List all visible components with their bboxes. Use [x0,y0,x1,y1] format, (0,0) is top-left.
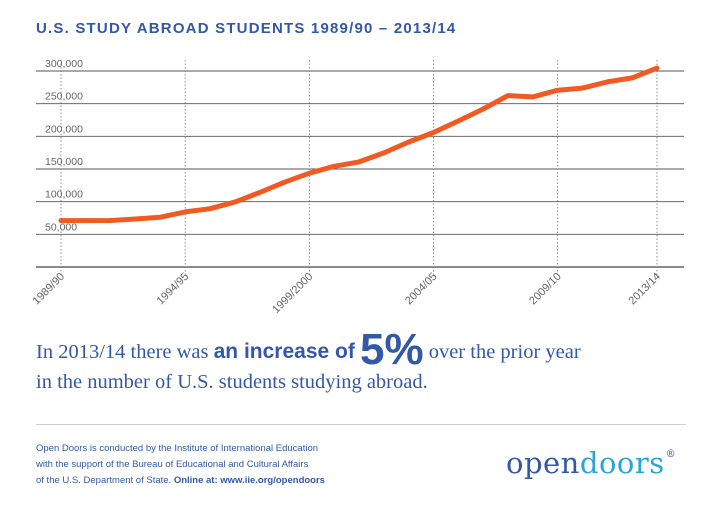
x-tick-label: 2009/10 [527,271,564,308]
y-tick-labels: 50,000 100,000 150,000 200,000 250,000 300,00… [45,58,83,233]
y-tick-label: 100,000 [45,189,83,201]
footer-line3: of the U.S. Department of State. [36,475,172,486]
y-tick-label: 150,000 [45,156,83,168]
grid-lines [36,70,684,268]
headline-percent: 5% [359,325,424,374]
headline: In 2013/14 there was an increase of 5% o… [36,328,696,397]
y-tick-label: 300,000 [45,58,83,70]
x-tick-label: 1999/2000 [270,271,315,316]
headline-part3: over the prior year [428,341,581,363]
x-guide-lines [60,60,658,275]
series-layer [58,65,660,224]
x-tick-label: 2004/05 [403,271,440,308]
logo-doors: doors [579,446,665,480]
series-line [58,65,660,224]
y-tick-label: 50,000 [45,221,77,233]
registered-mark: ® [665,449,677,460]
y-tick-label: 250,000 [45,91,83,103]
y-tick-label: 200,000 [45,123,83,135]
logo-open: open [506,446,580,480]
footer-line2: with the support of the Bureau of Educat… [36,459,309,470]
footer-line1: Open Doors is conducted by the Institute… [36,443,319,454]
divider [36,424,686,425]
footer-link[interactable]: Online at: www.iie.org/opendoors [173,475,325,486]
x-tick-label: 2013/14 [627,271,664,308]
line-chart: 50,000 100,000 150,000 200,000 250,000 300,00… [31,58,684,316]
x-tick-label: 1989/90 [31,271,68,308]
headline-part1: In 2013/14 there was [36,341,209,363]
footer-text: Open Doors is conducted by the Institute… [36,441,436,489]
headline-emphasis: an increase of [213,340,355,363]
x-tick-label: 1994/95 [155,271,192,308]
opendoors-logo: opendoors® [506,446,676,480]
x-tick-labels: 1989/90 1994/95 1999/2000 2004/05 2009/10 201… [31,271,664,316]
headline-line2: in the number of U.S. students studying … [36,371,428,393]
chart-title: U.S. STUDY ABROAD STUDENTS 1989/90 – 201… [36,20,457,37]
